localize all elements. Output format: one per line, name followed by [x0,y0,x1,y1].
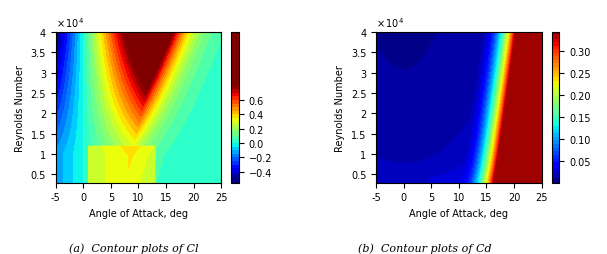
X-axis label: Angle of Attack, deg: Angle of Attack, deg [89,208,188,218]
Text: $\times\,10^4$: $\times\,10^4$ [56,16,84,30]
Y-axis label: Reynolds Number: Reynolds Number [15,65,25,151]
Y-axis label: Reynolds Number: Reynolds Number [336,65,345,151]
Text: (b)  Contour plots of Cd: (b) Contour plots of Cd [358,243,492,253]
Text: $\times\,10^4$: $\times\,10^4$ [376,16,404,30]
Text: (a)  Contour plots of Cl: (a) Contour plots of Cl [69,243,198,253]
X-axis label: Angle of Attack, deg: Angle of Attack, deg [409,208,509,218]
